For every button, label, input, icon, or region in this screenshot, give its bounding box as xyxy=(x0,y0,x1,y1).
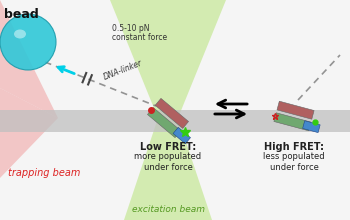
Text: Low FRET:: Low FRET: xyxy=(140,142,196,152)
Text: bead: bead xyxy=(4,8,39,21)
Polygon shape xyxy=(274,113,311,131)
Ellipse shape xyxy=(0,14,56,70)
Polygon shape xyxy=(0,88,58,178)
Text: DNA-linker: DNA-linker xyxy=(103,58,144,82)
Polygon shape xyxy=(147,108,181,138)
Text: 0.5-10 pN: 0.5-10 pN xyxy=(112,24,149,33)
Polygon shape xyxy=(155,98,189,128)
Text: excitation beam: excitation beam xyxy=(132,205,204,214)
Text: more populated
under force: more populated under force xyxy=(134,152,202,172)
Bar xyxy=(173,127,190,144)
Polygon shape xyxy=(0,0,58,118)
Text: less populated
under force: less populated under force xyxy=(263,152,325,172)
Text: High FRET:: High FRET: xyxy=(264,142,324,152)
Polygon shape xyxy=(124,118,212,220)
Bar xyxy=(303,121,320,133)
Ellipse shape xyxy=(14,29,26,38)
Polygon shape xyxy=(110,0,226,118)
Polygon shape xyxy=(277,101,314,119)
Text: constant force: constant force xyxy=(112,33,167,42)
Bar xyxy=(0,110,350,132)
Text: trapping beam: trapping beam xyxy=(8,168,80,178)
